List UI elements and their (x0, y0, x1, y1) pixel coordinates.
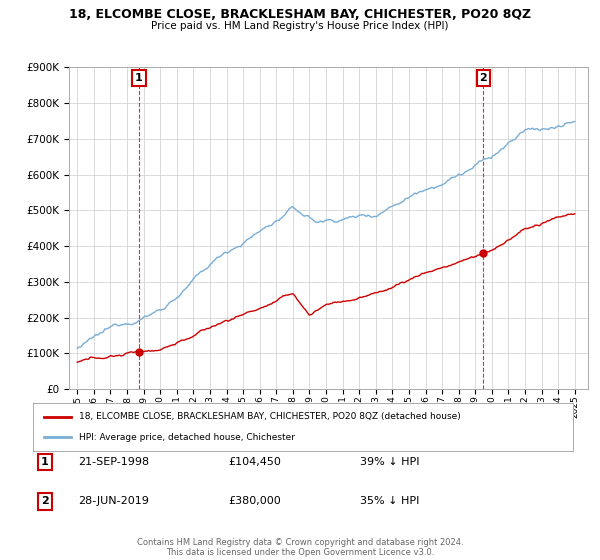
Text: 1: 1 (135, 73, 143, 83)
Text: 28-JUN-2019: 28-JUN-2019 (78, 496, 149, 506)
Text: 1: 1 (41, 457, 49, 467)
Text: £380,000: £380,000 (228, 496, 281, 506)
Text: 21-SEP-1998: 21-SEP-1998 (78, 457, 149, 467)
Text: 18, ELCOMBE CLOSE, BRACKLESHAM BAY, CHICHESTER, PO20 8QZ (detached house): 18, ELCOMBE CLOSE, BRACKLESHAM BAY, CHIC… (79, 412, 461, 421)
Text: Contains HM Land Registry data © Crown copyright and database right 2024.
This d: Contains HM Land Registry data © Crown c… (137, 538, 463, 557)
Text: 39% ↓ HPI: 39% ↓ HPI (360, 457, 419, 467)
Text: Price paid vs. HM Land Registry's House Price Index (HPI): Price paid vs. HM Land Registry's House … (151, 21, 449, 31)
Text: HPI: Average price, detached house, Chichester: HPI: Average price, detached house, Chic… (79, 433, 295, 442)
Text: 2: 2 (479, 73, 487, 83)
Text: 18, ELCOMBE CLOSE, BRACKLESHAM BAY, CHICHESTER, PO20 8QZ: 18, ELCOMBE CLOSE, BRACKLESHAM BAY, CHIC… (69, 8, 531, 21)
Text: 2: 2 (41, 496, 49, 506)
Text: £104,450: £104,450 (228, 457, 281, 467)
Text: 35% ↓ HPI: 35% ↓ HPI (360, 496, 419, 506)
